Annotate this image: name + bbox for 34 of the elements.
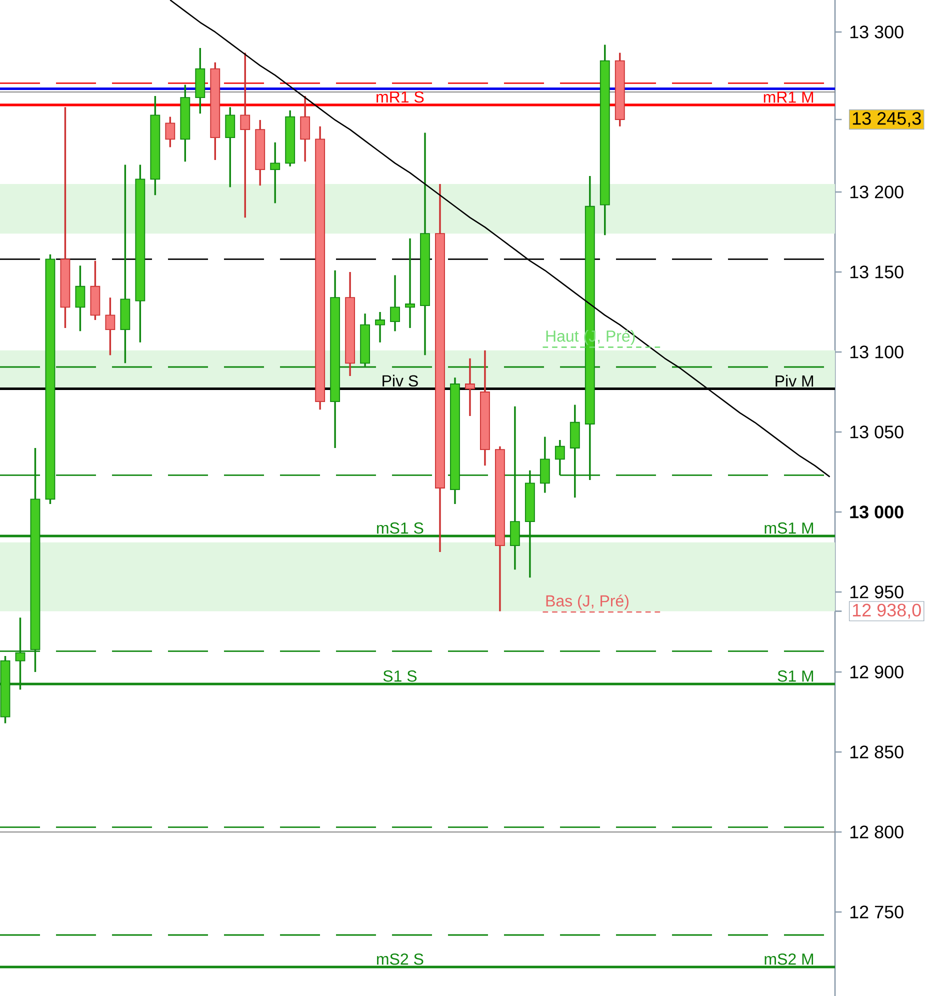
candlestick: [375, 311, 385, 344]
candlestick: [165, 116, 176, 148]
annotation: mS2 M: [764, 953, 814, 965]
annotation: Bas (J, Pré): [546, 594, 628, 610]
candlestick: [105, 296, 116, 356]
y-tick-label: 13 200: [850, 186, 904, 198]
annotation: mR1 M: [764, 92, 814, 103]
y-tick-label: 13 000: [850, 506, 904, 518]
y-tick-label: 12 900: [850, 666, 904, 678]
y-tick-label: 12 800: [850, 826, 904, 838]
ref-line-label: Piv S: [382, 374, 418, 387]
candlestick: [390, 274, 400, 332]
y-tick-label: 13 100: [850, 346, 904, 358]
y-tick-label: 12 950: [850, 586, 904, 598]
candlestick: [225, 106, 236, 188]
y-tick-label: 13 050: [850, 426, 904, 438]
candlestick: [240, 52, 250, 218]
candlestick: [465, 358, 475, 417]
ref-line-label: S1 S: [383, 670, 417, 682]
y-tick-label: 13 150: [850, 266, 904, 278]
annotation: S1 M: [778, 670, 814, 682]
y-tick-label: 12 850: [850, 746, 904, 758]
annotation: mS1 M: [764, 522, 814, 534]
candlestick: [405, 238, 415, 329]
candlestick: [75, 264, 86, 332]
candlestick: [270, 142, 280, 204]
annotation: Piv M: [776, 374, 814, 387]
candlestick: [300, 95, 310, 162]
ref-line-label: mS2 S: [377, 953, 424, 965]
ref-line-label: mS1 S: [377, 522, 424, 534]
y-tick-label: 13 300: [850, 26, 904, 38]
y-tick-label: 12 750: [850, 906, 904, 918]
ref-line-label: mR1 S: [376, 91, 424, 103]
y-tick-label: 12 938,0: [852, 604, 921, 619]
